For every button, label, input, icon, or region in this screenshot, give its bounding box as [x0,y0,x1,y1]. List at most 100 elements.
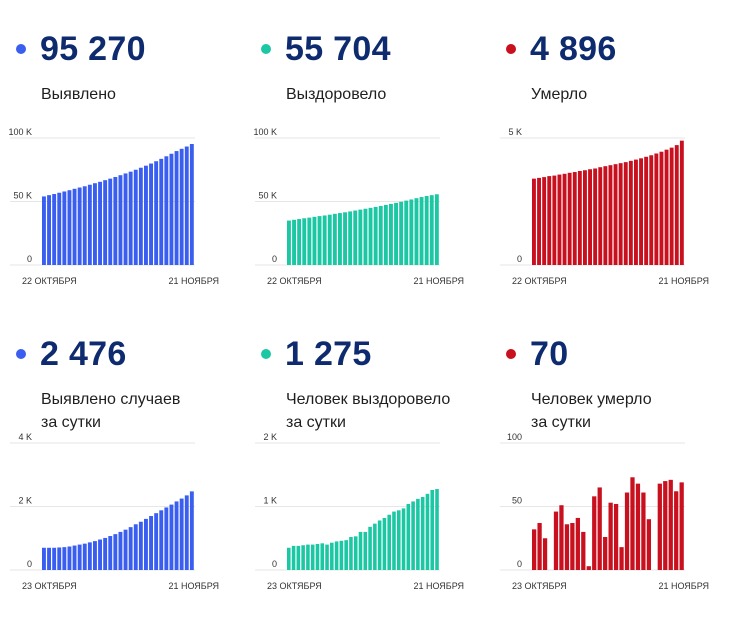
y-tick-label: 100 K [8,127,32,137]
stat-label: Выздоровело [286,83,486,106]
bar [301,545,305,570]
bar [296,545,301,570]
bar [552,175,557,265]
bar [414,198,419,265]
bar-chart: 2 K 1 K 0 23 ОКТЯБРЯ 21 НОЯБРЯ [255,432,464,591]
stat-number: 55 704 [285,30,391,68]
y-tick-label: 0 [517,559,522,569]
bar [641,492,646,570]
bar [93,183,97,265]
bar [628,160,633,265]
x-tick-label: 21 НОЯБРЯ [413,581,464,591]
bar [664,149,669,265]
bar [613,503,619,570]
bar [113,176,118,265]
stat-label: Выявлено случаев за сутки [41,388,241,434]
bar [537,177,541,265]
y-tick-label: 0 [27,559,32,569]
bar [623,162,628,265]
bar [429,195,434,265]
bar [542,177,547,265]
bar [411,501,415,570]
bar [608,502,613,570]
stat-number: 95 270 [40,30,146,68]
bar [174,151,179,265]
bar [559,505,564,570]
x-tick-label: 23 ОКТЯБРЯ [22,581,77,591]
panel-detected-daily: 2 476 Выявлено случаев за сутки 4 K 2 K 0 23 О… [0,305,245,615]
bar-chart: 100 K 50 K 0 22 ОКТЯБРЯ 21 НОЯБРЯ [8,127,219,286]
bar [62,547,67,570]
bar [149,163,153,265]
y-tick-label: 4 K [18,432,32,442]
y-tick-label: 50 [512,496,522,506]
stat-label-line: Человек умерло [531,391,652,408]
bar [310,544,315,570]
bar [169,153,174,265]
bar [659,151,664,265]
bar [674,491,679,570]
bar [634,159,638,265]
bar [67,190,72,265]
bar [377,520,382,570]
bar-chart: 100 50 0 23 ОКТЯБРЯ 21 НОЯБРЯ [500,432,709,591]
bar [189,491,194,570]
x-tick-label: 21 НОЯБРЯ [168,581,219,591]
bar [138,167,143,265]
bar [330,542,334,570]
bar [635,483,641,570]
bar [679,140,684,265]
bar [338,213,342,265]
bar [339,540,344,570]
bar [123,173,128,265]
bar [353,536,358,570]
y-tick-label: 50 K [13,191,32,201]
bar [389,203,393,265]
bar [564,524,570,570]
bar [315,543,320,570]
stat-number: 1 275 [285,335,372,373]
y-tick-label: 100 K [253,127,277,137]
bar [570,523,575,570]
bar [406,503,411,570]
bar [307,217,312,265]
x-tick-label: 23 ОКТЯБРЯ [512,581,567,591]
bar [598,167,603,265]
bar [87,542,92,570]
y-tick-label: 1 K [263,496,277,506]
bar [613,164,618,265]
bar [154,513,159,570]
bar [103,537,108,570]
x-tick-label: 22 ОКТЯБРЯ [512,276,567,286]
bar [654,153,659,265]
bar [47,547,51,570]
bar [77,544,82,570]
y-tick-label: 5 K [508,127,522,137]
bar [138,521,143,570]
bar [608,165,613,265]
y-tick-label: 2 K [18,496,32,506]
x-tick-label: 22 ОКТЯБРЯ [22,276,77,286]
bar [435,489,439,570]
bar [123,529,128,570]
y-tick-label: 0 [27,254,32,264]
bar [343,212,347,265]
bar [358,209,363,265]
bar [387,514,391,570]
stat-label-line: Выявлено [41,86,116,103]
bar [317,216,322,265]
bar [108,536,113,570]
bar [404,200,409,265]
bar [630,477,635,570]
bar [358,531,363,570]
panel-detected-total: 95 270 Выявлено 100 K 50 K 0 22 ОКТЯБРЯ 21 НОЯ… [0,0,245,310]
bar [430,489,435,570]
bar [327,214,332,265]
bar [113,534,118,570]
bar [434,194,439,265]
y-tick-label: 100 [507,432,522,442]
bar [396,510,401,570]
bar [581,531,586,570]
stat-label-line: Человек выздоровело [286,391,451,408]
bar [291,545,296,570]
